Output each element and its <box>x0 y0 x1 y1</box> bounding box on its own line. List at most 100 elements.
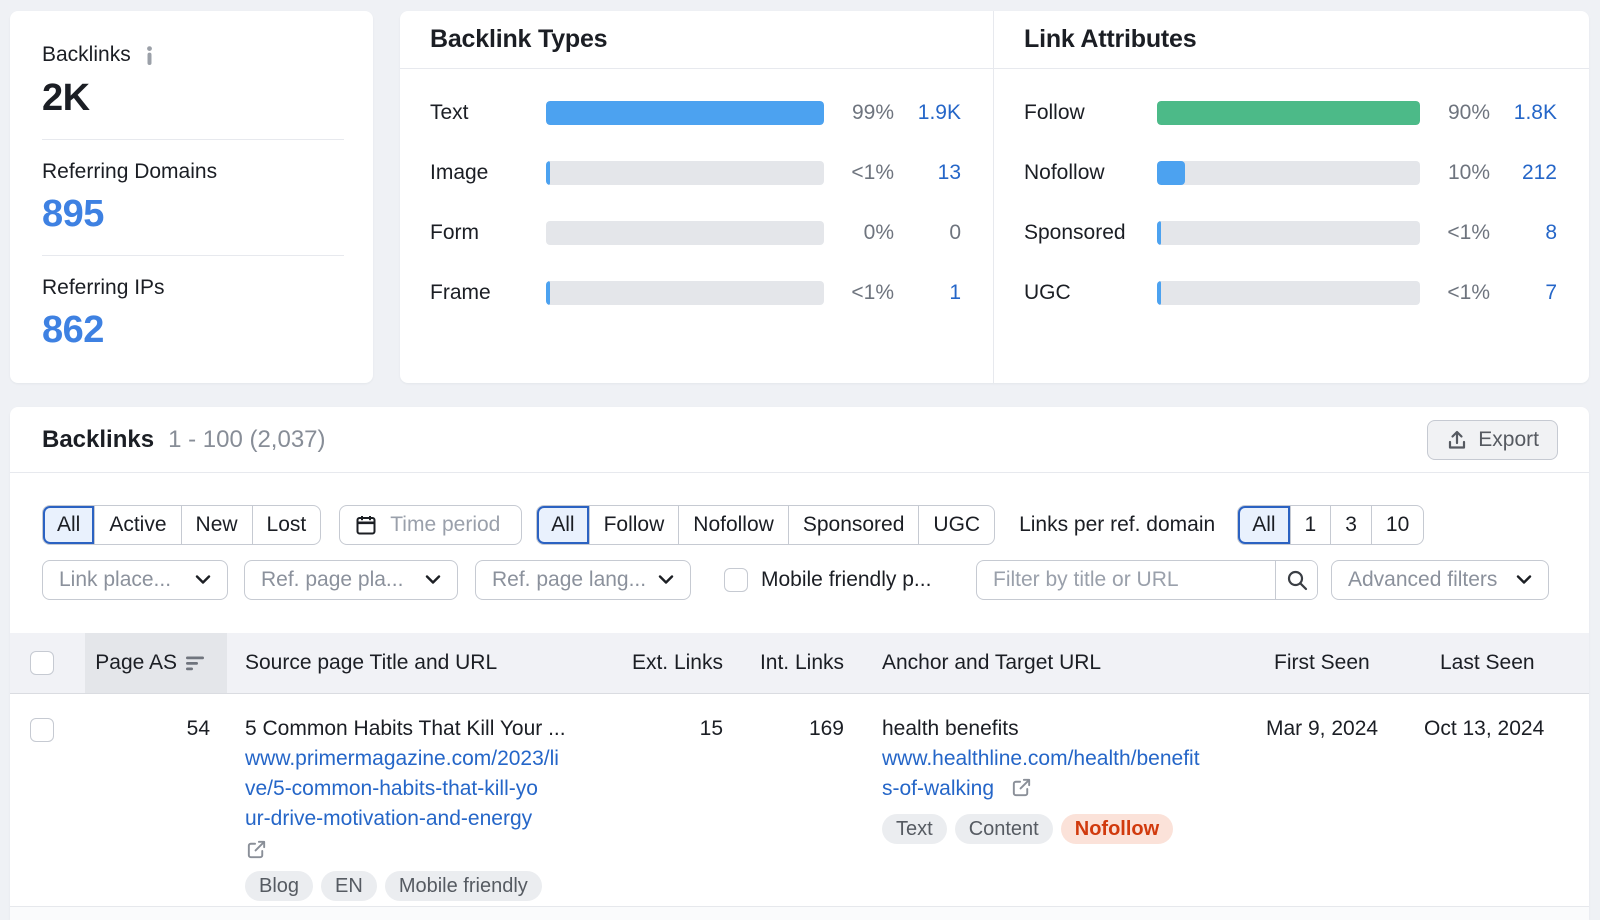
bar-count-link[interactable]: 1.8K <box>1513 101 1557 124</box>
follow-nofollow[interactable]: Nofollow <box>678 506 788 544</box>
bar-fill-nofollow <box>1157 161 1185 185</box>
source-tags: Blog EN Mobile friendly <box>245 871 620 901</box>
backlinks-panel: Backlinks 1 - 100 (2,037) Export All Act… <box>10 407 1589 920</box>
export-button[interactable]: Export <box>1427 419 1558 460</box>
source-title[interactable]: 5 Common Habits That Kill Your ... <box>245 717 566 740</box>
backlink-types-chart: Backlink Types Text 99% 1.9K Image <1% 1… <box>400 11 994 383</box>
follow-sponsored[interactable]: Sponsored <box>787 506 919 544</box>
external-link-icon[interactable] <box>245 838 620 861</box>
bar-track <box>1157 281 1420 305</box>
time-period-button[interactable]: Time period <box>339 505 523 545</box>
follow-all[interactable]: All <box>537 506 589 544</box>
cell-int-links: 169 <box>808 717 844 740</box>
bar-track <box>546 161 824 185</box>
bar-track <box>1157 161 1420 185</box>
filters: All Active New Lost Time period All Foll… <box>10 473 1589 633</box>
select-all-checkbox[interactable] <box>30 651 54 675</box>
column-header-anchor[interactable]: Anchor and Target URL <box>882 651 1102 674</box>
column-header-last-seen[interactable]: Last Seen <box>1440 651 1535 674</box>
referring-domains-value[interactable]: 895 <box>42 193 104 235</box>
follow-ugc[interactable]: UGC <box>918 506 994 544</box>
link-placement-dropdown[interactable]: Link place... <box>42 560 228 600</box>
bar-track <box>546 281 824 305</box>
external-link-icon[interactable] <box>1010 776 1033 799</box>
target-url-link[interactable]: www.healthline.com/health/benefit s-of-w… <box>882 747 1200 800</box>
ref-page-platform-dropdown[interactable]: Ref. page pla... <box>244 560 458 600</box>
status-new[interactable]: New <box>180 506 252 544</box>
chevron-down-icon <box>195 575 211 585</box>
column-header-source[interactable]: Source page Title and URL <box>245 651 498 674</box>
link-attributes-chart: Link Attributes Follow 90% 1.8K Nofollow… <box>994 11 1589 383</box>
next-row-area <box>10 907 1589 920</box>
bar-fill-frame <box>546 281 551 305</box>
lpd-3[interactable]: 3 <box>1330 506 1371 544</box>
export-icon <box>1446 429 1468 451</box>
backlinks-total-value: 2K <box>42 77 90 119</box>
cell-ext-links: 15 <box>699 717 723 740</box>
bar-count-link[interactable]: 1.9K <box>917 101 961 124</box>
search-box <box>976 560 1318 600</box>
bar-row-text: Text 99% 1.9K <box>430 101 961 125</box>
referring-domains-label: Referring Domains <box>42 160 218 183</box>
bar-track <box>546 221 824 245</box>
source-url-link[interactable]: www.primermagazine.com/2023/li ve/5-comm… <box>245 747 559 830</box>
charts-card: Backlink Types Text 99% 1.9K Image <1% 1… <box>400 11 1589 383</box>
backlink-types-title: Backlink Types <box>430 25 608 53</box>
column-header-ext-links[interactable]: Ext. Links <box>631 651 723 674</box>
cell-page-as: 54 <box>186 717 210 740</box>
lpd-10[interactable]: 10 <box>1370 506 1423 544</box>
mobile-friendly-checkbox[interactable] <box>724 568 748 592</box>
sort-descending-icon <box>186 656 205 671</box>
cell-source: 5 Common Habits That Kill Your ... www.p… <box>227 694 620 906</box>
bar-track <box>546 101 824 125</box>
column-header-page-as[interactable]: Page AS <box>85 633 227 693</box>
lpd-all[interactable]: All <box>1238 506 1290 544</box>
lpd-1[interactable]: 1 <box>1289 506 1331 544</box>
anchor-text: health benefits <box>882 717 1019 740</box>
column-header-first-seen[interactable]: First Seen <box>1274 651 1370 674</box>
bar-row-form: Form 0% 0 <box>430 221 961 245</box>
chevron-down-icon <box>425 575 441 585</box>
follow-filter: All Follow Nofollow Sponsored UGC <box>536 505 996 545</box>
search-button[interactable] <box>1275 561 1317 599</box>
bar-count-link[interactable]: 212 <box>1521 161 1557 184</box>
ref-page-language-dropdown[interactable]: Ref. page lang... <box>475 560 691 600</box>
links-per-domain-label: Links per ref. domain <box>1019 513 1216 536</box>
column-header-int-links[interactable]: Int. Links <box>759 651 844 674</box>
bar-row-nofollow: Nofollow 10% 212 <box>1024 161 1557 185</box>
link-attributes-title: Link Attributes <box>1024 25 1197 53</box>
cell-last-seen: Oct 13, 2024 <box>1424 717 1545 740</box>
bar-row-frame: Frame <1% 1 <box>430 281 961 305</box>
referring-ips-value[interactable]: 862 <box>42 309 104 351</box>
bar-row-image: Image <1% 13 <box>430 161 961 185</box>
mobile-friendly-label: Mobile friendly p... <box>761 568 932 591</box>
row-checkbox[interactable] <box>30 718 54 742</box>
panel-header: Backlinks 1 - 100 (2,037) Export <box>10 407 1589 473</box>
bar-count-link[interactable]: 7 <box>1545 281 1557 304</box>
status-all[interactable]: All <box>43 506 95 544</box>
divider <box>42 139 344 140</box>
tag-content: Content <box>954 814 1053 844</box>
status-lost[interactable]: Lost <box>251 506 321 544</box>
chevron-down-icon <box>1516 575 1532 585</box>
bar-count-link[interactable]: 8 <box>1545 221 1557 244</box>
status-active[interactable]: Active <box>94 506 180 544</box>
bar-count-link[interactable]: 1 <box>949 281 961 304</box>
bar-fill-sponsored <box>1157 221 1161 245</box>
advanced-filters-dropdown[interactable]: Advanced filters <box>1331 560 1549 600</box>
follow-follow[interactable]: Follow <box>588 506 679 544</box>
bar-count-link[interactable]: 13 <box>937 161 961 184</box>
bar-track <box>1157 101 1420 125</box>
chevron-down-icon <box>658 575 674 585</box>
links-per-domain-filter: All 1 3 10 <box>1237 505 1425 545</box>
bar-row-ugc: UGC <1% 7 <box>1024 281 1557 305</box>
summary-title: Backlinks <box>42 43 131 66</box>
bar-fill-image <box>546 161 551 185</box>
search-input[interactable] <box>977 561 1275 599</box>
divider <box>42 255 344 256</box>
tag-blog: Blog <box>245 871 314 901</box>
bar-fill-ugc <box>1157 281 1161 305</box>
info-icon[interactable] <box>142 45 157 65</box>
referring-ips-label: Referring IPs <box>42 276 165 299</box>
backlinks-summary-card: Backlinks 2K Referring Domains 895 Refer… <box>10 11 373 383</box>
